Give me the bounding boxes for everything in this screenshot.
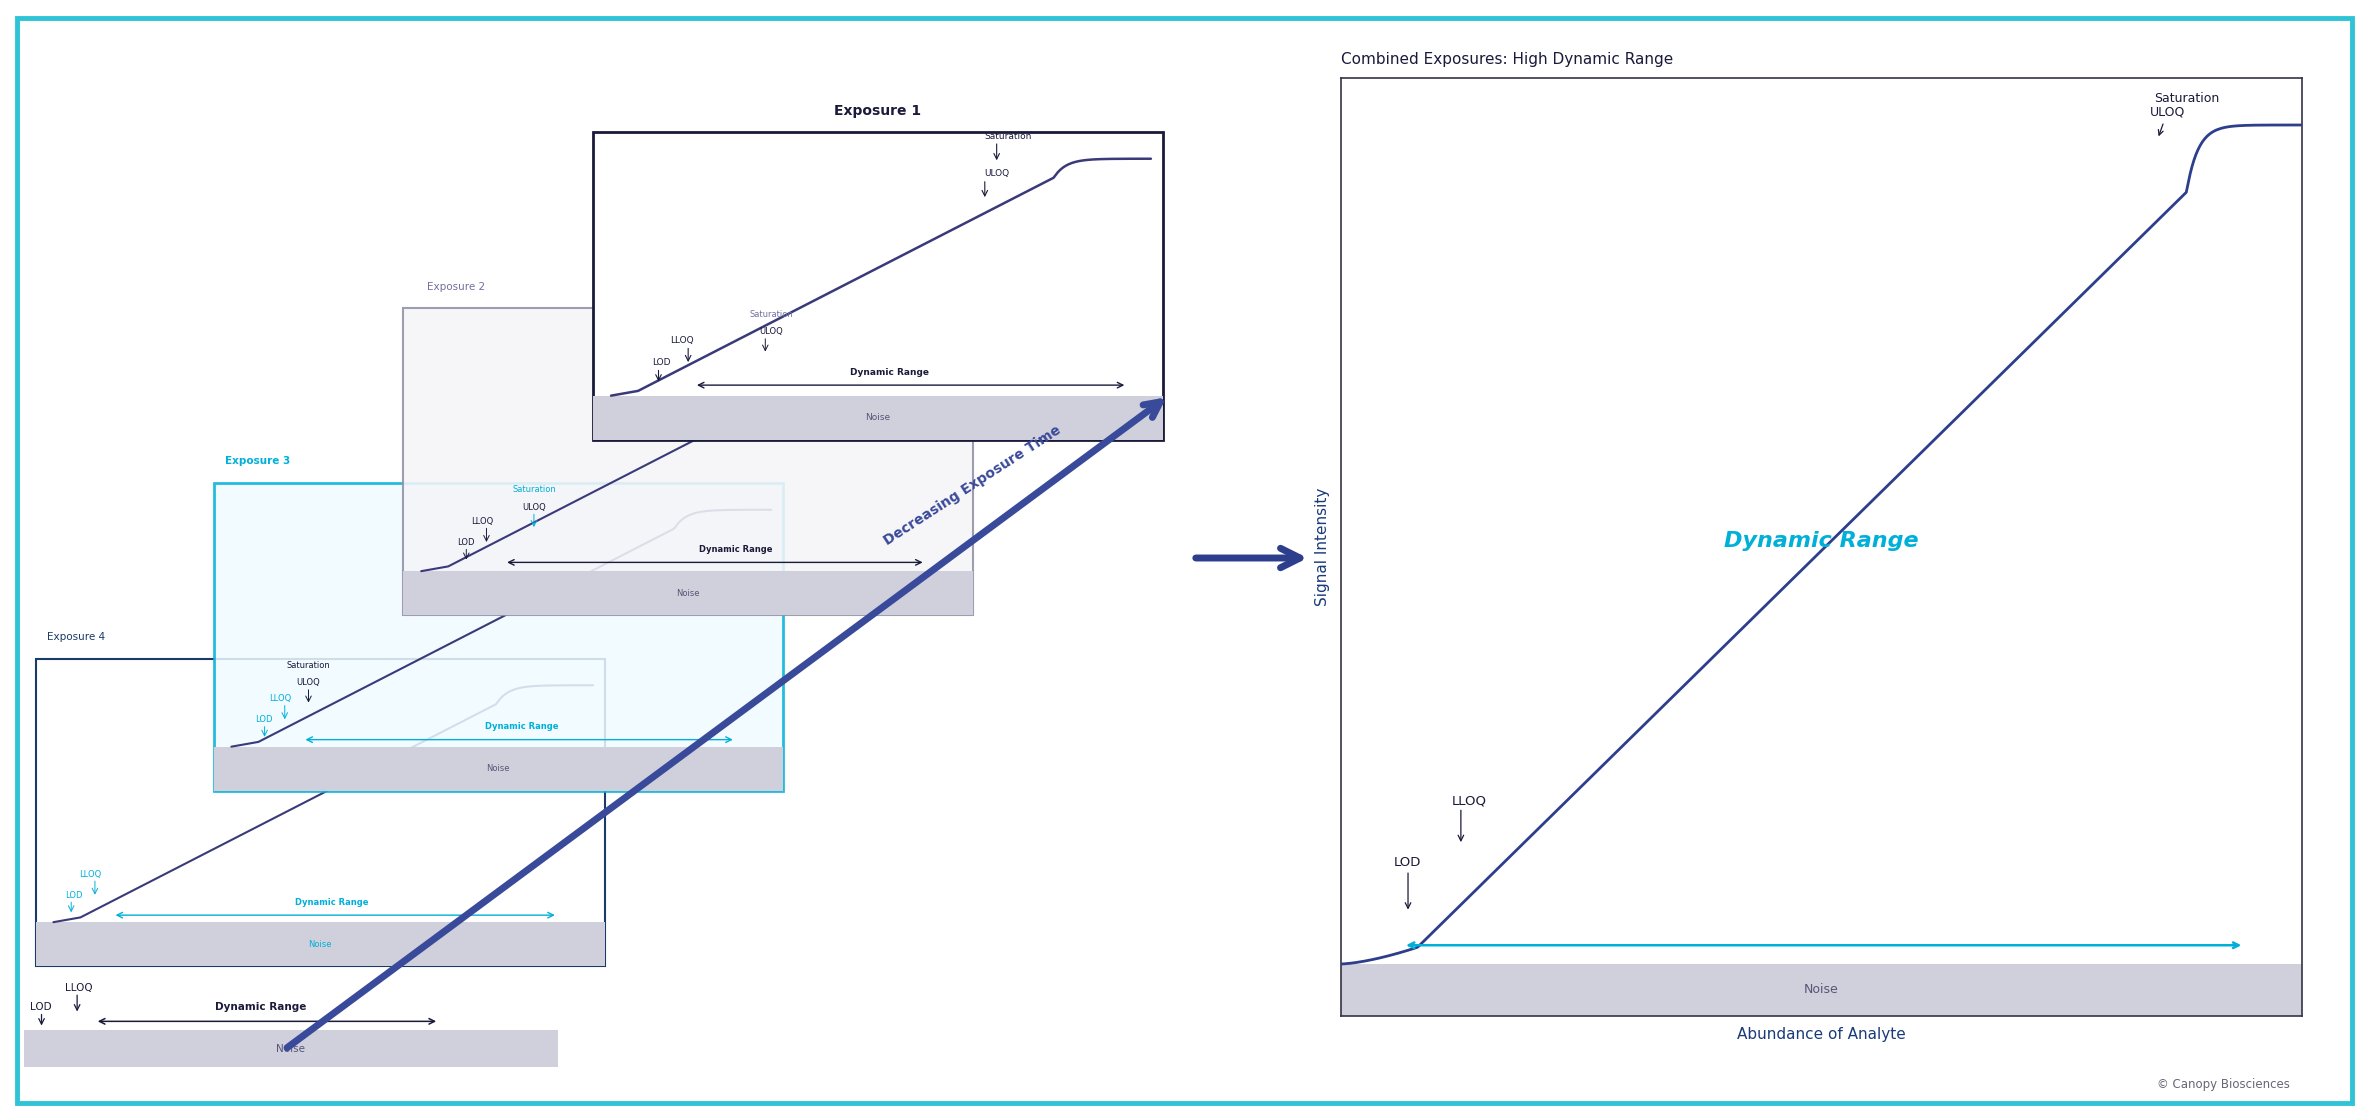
Text: ULOQ: ULOQ	[297, 679, 320, 687]
Text: Exposure 3: Exposure 3	[225, 456, 290, 466]
Bar	[593, 396, 1163, 440]
Text: LLOQ: LLOQ	[1452, 795, 1485, 808]
Text: LLOQ: LLOQ	[64, 982, 93, 992]
Text: Noise: Noise	[866, 413, 890, 422]
Text: Dynamic Range: Dynamic Range	[700, 545, 771, 554]
Bar	[403, 308, 973, 615]
Bar	[403, 571, 973, 615]
Text: LOD: LOD	[653, 358, 672, 367]
Text: Exposure 4: Exposure 4	[47, 632, 104, 642]
Text: Dynamic Range: Dynamic Range	[850, 367, 930, 376]
Text: Noise: Noise	[275, 1043, 306, 1054]
Text: Exposure 1: Exposure 1	[835, 104, 921, 118]
Text: Dynamic Range: Dynamic Range	[1723, 531, 1920, 551]
Text: LLOQ: LLOQ	[672, 336, 693, 345]
Text: LOD: LOD	[64, 891, 83, 899]
Text: LLOQ: LLOQ	[472, 517, 494, 526]
Text: LOD: LOD	[458, 538, 475, 547]
Text: Noise: Noise	[676, 588, 700, 597]
Y-axis label: Signal Intensity: Signal Intensity	[1315, 488, 1329, 606]
Text: Decreasing Exposure Time: Decreasing Exposure Time	[883, 423, 1063, 548]
Text: ULOQ: ULOQ	[522, 502, 546, 512]
Text: Saturation: Saturation	[750, 309, 793, 319]
Bar	[214, 747, 783, 790]
Text: LOD: LOD	[1393, 856, 1421, 868]
Bar	[1341, 964, 2302, 1016]
Text: Dynamic Range: Dynamic Range	[297, 897, 368, 906]
Bar	[24, 1030, 558, 1067]
X-axis label: Abundance of Analyte: Abundance of Analyte	[1737, 1027, 1906, 1041]
Text: Saturation: Saturation	[287, 661, 330, 670]
Text: LOD: LOD	[28, 1002, 52, 1012]
Text: ULOQ: ULOQ	[759, 327, 783, 336]
Text: Saturation: Saturation	[513, 485, 555, 494]
Bar	[36, 922, 605, 966]
Text: Combined Exposures: High Dynamic Range: Combined Exposures: High Dynamic Range	[1341, 52, 1673, 67]
Bar	[593, 133, 1163, 440]
Text: Noise: Noise	[486, 764, 510, 773]
Text: ULOQ: ULOQ	[2150, 106, 2186, 135]
Text: LLOQ: LLOQ	[81, 869, 102, 878]
Text: Saturation: Saturation	[985, 132, 1032, 141]
Text: ULOQ: ULOQ	[985, 170, 1009, 179]
Text: Noise: Noise	[1803, 983, 1839, 995]
Text: Saturation: Saturation	[2155, 92, 2219, 105]
Text: © Canopy Biosciences: © Canopy Biosciences	[2157, 1078, 2290, 1091]
Text: Noise: Noise	[308, 940, 332, 949]
Bar	[36, 658, 605, 966]
Text: Exposure 2: Exposure 2	[427, 282, 484, 292]
Text: LLOQ: LLOQ	[271, 694, 292, 703]
Text: Dynamic Range: Dynamic Range	[216, 1002, 306, 1012]
Bar	[214, 483, 783, 790]
Text: LOD: LOD	[256, 715, 273, 724]
Text: Dynamic Range: Dynamic Range	[486, 722, 558, 731]
